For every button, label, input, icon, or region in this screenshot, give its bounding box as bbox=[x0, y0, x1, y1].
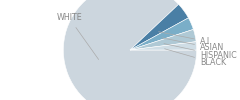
Wedge shape bbox=[130, 42, 197, 50]
Wedge shape bbox=[130, 29, 196, 50]
Text: A.I.: A.I. bbox=[159, 32, 213, 46]
Wedge shape bbox=[130, 4, 188, 50]
Text: BLACK: BLACK bbox=[165, 49, 226, 67]
Wedge shape bbox=[63, 0, 197, 100]
Text: ASIAN: ASIAN bbox=[162, 38, 224, 52]
Text: HISPANIC: HISPANIC bbox=[164, 44, 237, 60]
Wedge shape bbox=[130, 18, 193, 50]
Text: WHITE: WHITE bbox=[56, 14, 99, 60]
